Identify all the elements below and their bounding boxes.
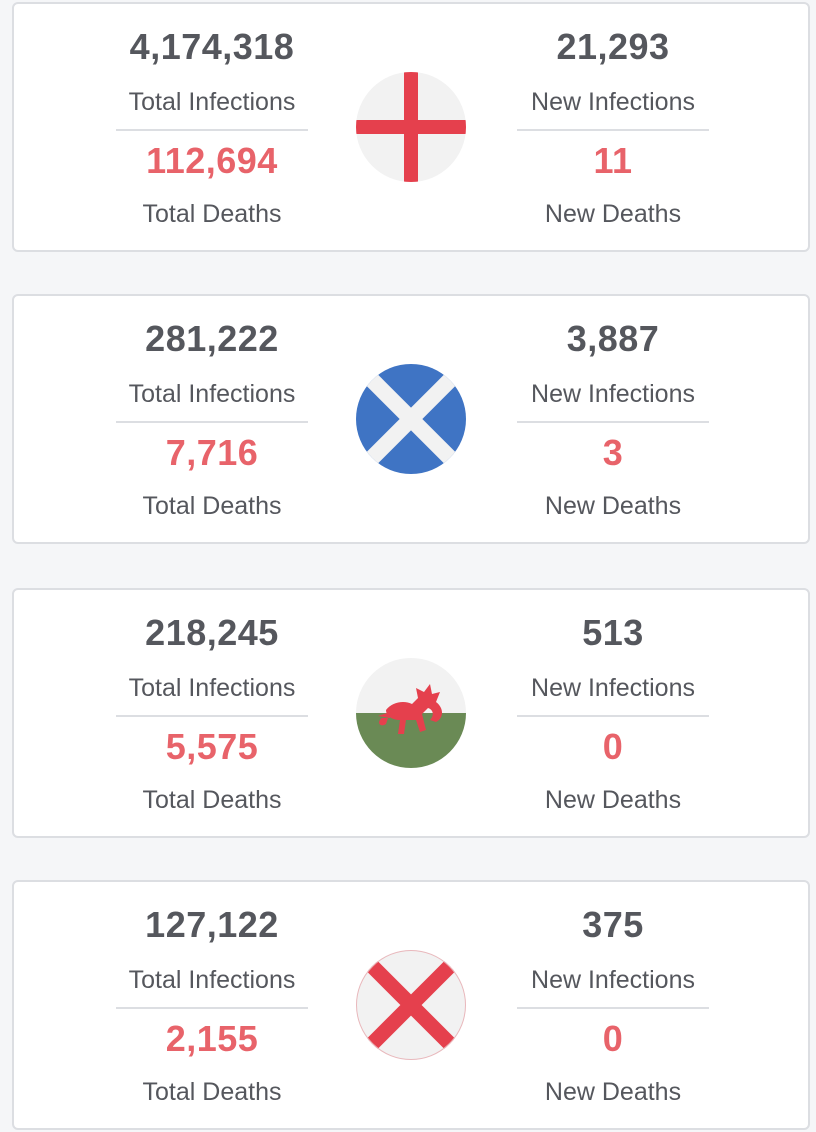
new-column: 513 New Infections 0 New Deaths	[517, 590, 709, 836]
total-deaths-label: Total Deaths	[142, 786, 282, 814]
new-infections-label: New Infections	[531, 88, 695, 116]
divider	[517, 421, 709, 423]
new-infections-label: New Infections	[531, 380, 695, 408]
divider	[116, 715, 308, 717]
new-infections-value: 513	[582, 612, 644, 653]
total-deaths-label: Total Deaths	[142, 492, 282, 520]
nation-card-england: 4,174,318 Total Infections 112,694 Total…	[12, 2, 810, 252]
divider	[517, 715, 709, 717]
nation-card-northern-ireland: 127,122 Total Infections 2,155 Total Dea…	[12, 880, 810, 1130]
england-flag-icon	[356, 72, 466, 182]
total-deaths-value: 5,575	[165, 726, 259, 767]
total-deaths-value: 2,155	[165, 1018, 259, 1059]
totals-column: 127,122 Total Infections 2,155 Total Dea…	[116, 882, 308, 1128]
new-deaths-value: 0	[602, 726, 624, 767]
northern-ireland-flag-icon	[356, 950, 466, 1060]
total-deaths-label: Total Deaths	[142, 200, 282, 228]
new-deaths-value: 0	[602, 1018, 624, 1059]
new-infections-value: 3,887	[566, 318, 660, 359]
new-infections-label: New Infections	[531, 966, 695, 994]
totals-column: 218,245 Total Infections 5,575 Total Dea…	[116, 590, 308, 836]
new-deaths-value: 11	[593, 140, 633, 181]
totals-column: 281,222 Total Infections 7,716 Total Dea…	[116, 296, 308, 542]
new-column: 21,293 New Infections 11 New Deaths	[517, 4, 709, 250]
new-infections-value: 375	[582, 904, 644, 945]
nation-card-wales: 218,245 Total Infections 5,575 Total Dea…	[12, 588, 810, 838]
new-deaths-label: New Deaths	[544, 492, 682, 520]
totals-column: 4,174,318 Total Infections 112,694 Total…	[116, 4, 308, 250]
total-infections-label: Total Infections	[128, 674, 296, 702]
total-infections-label: Total Infections	[128, 88, 296, 116]
total-infections-value: 281,222	[145, 318, 279, 359]
divider	[116, 129, 308, 131]
new-deaths-label: New Deaths	[544, 786, 682, 814]
new-deaths-label: New Deaths	[544, 200, 682, 228]
new-infections-value: 21,293	[556, 26, 670, 67]
new-infections-label: New Infections	[531, 674, 695, 702]
divider	[116, 421, 308, 423]
total-infections-value: 218,245	[145, 612, 279, 653]
new-deaths-value: 3	[602, 432, 624, 473]
total-deaths-value: 7,716	[165, 432, 259, 473]
total-deaths-label: Total Deaths	[142, 1078, 282, 1106]
divider	[517, 129, 709, 131]
new-column: 3,887 New Infections 3 New Deaths	[517, 296, 709, 542]
total-infections-value: 4,174,318	[129, 26, 295, 67]
divider	[116, 1007, 308, 1009]
nation-card-scotland: 281,222 Total Infections 7,716 Total Dea…	[12, 294, 810, 544]
scotland-flag-icon	[356, 364, 466, 474]
total-deaths-value: 112,694	[146, 140, 278, 181]
new-column: 375 New Infections 0 New Deaths	[517, 882, 709, 1128]
total-infections-label: Total Infections	[128, 380, 296, 408]
wales-flag-icon	[356, 658, 466, 768]
total-infections-value: 127,122	[145, 904, 279, 945]
total-infections-label: Total Infections	[128, 966, 296, 994]
divider	[517, 1007, 709, 1009]
new-deaths-label: New Deaths	[544, 1078, 682, 1106]
